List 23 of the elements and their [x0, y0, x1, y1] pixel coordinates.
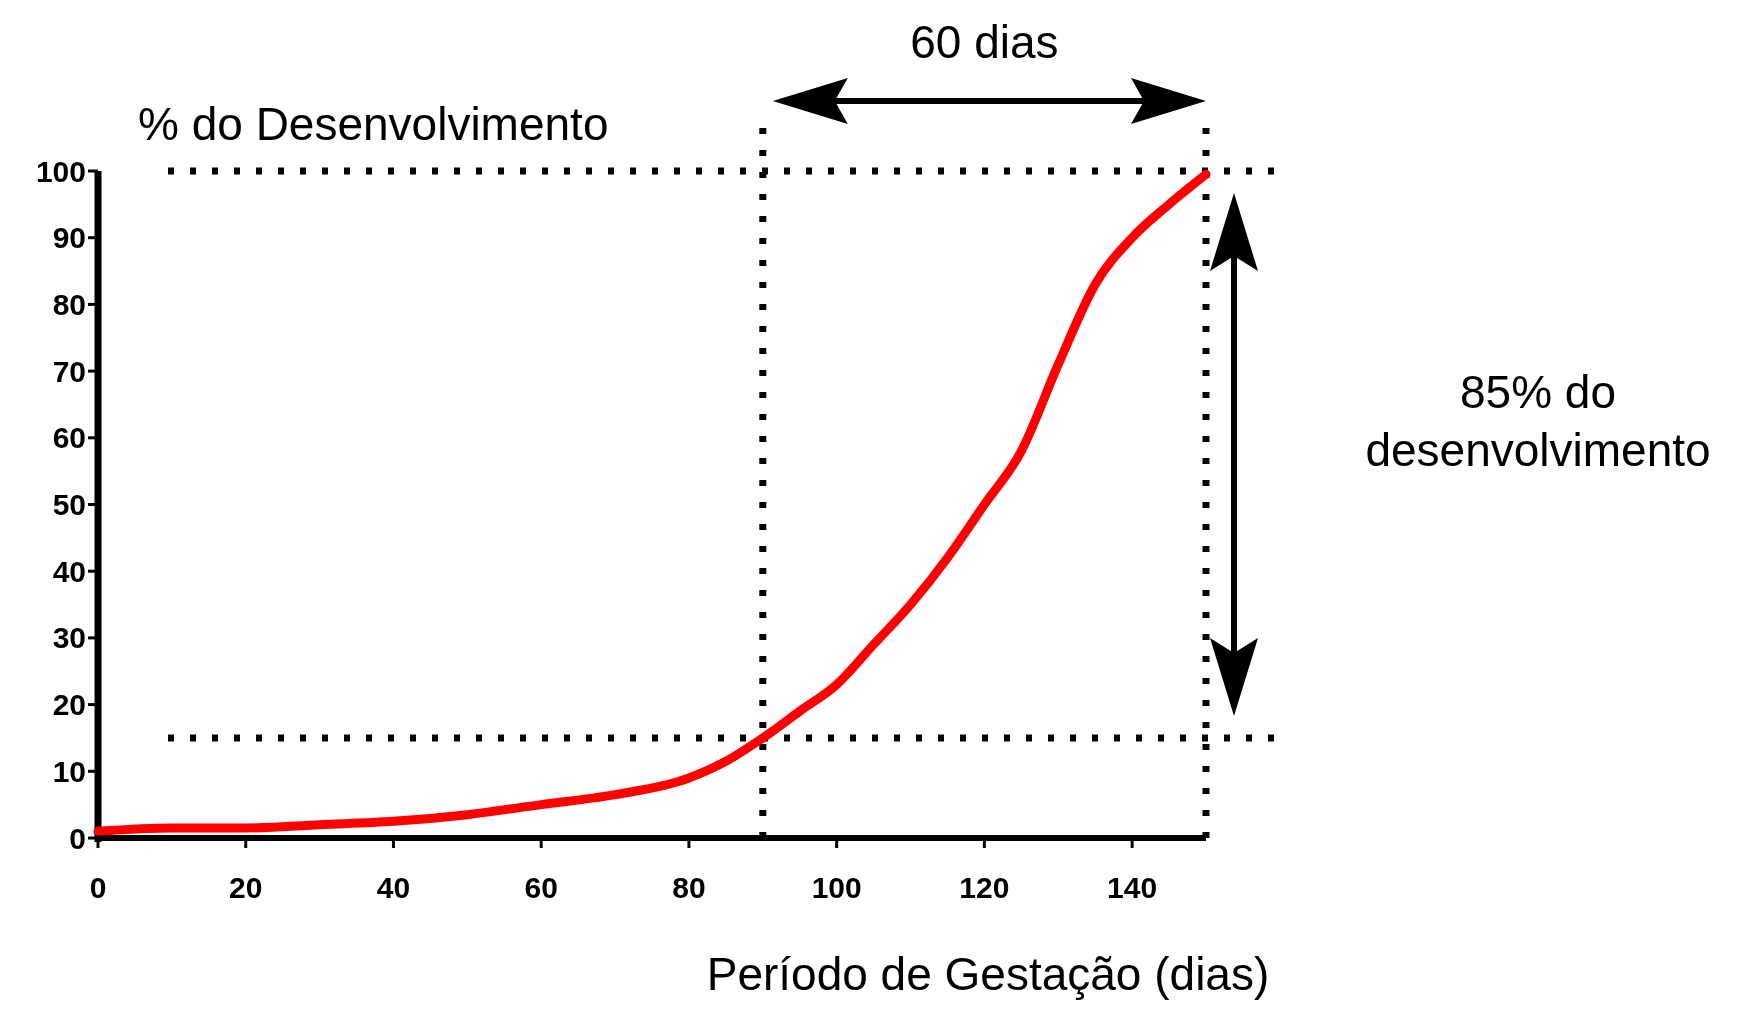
x-tick-label: 60: [524, 871, 558, 904]
x-tick-label: 120: [959, 871, 1010, 904]
text: 60 dias: [910, 16, 1059, 68]
y-tick-label: 100: [35, 154, 86, 188]
x-tick-label: 0: [89, 871, 107, 904]
x-tick-label: 20: [229, 871, 263, 904]
x-axis-title: Período de Gestação (dias): [706, 948, 1270, 1000]
y-tick-label: 30: [52, 621, 86, 655]
y-tick-label: 0: [69, 821, 86, 855]
y-tick-label: 10: [52, 754, 86, 788]
y-tick-label: 80: [52, 287, 86, 321]
x-tick-label: 100: [811, 871, 862, 904]
y-tick-label: 70: [52, 354, 86, 388]
y-tick-label: 90: [52, 221, 86, 255]
x-tick-label: 80: [672, 871, 706, 904]
text: 85% do desenvolvimento: [1365, 366, 1711, 476]
y-tick-label: 60: [52, 421, 86, 455]
y-tick-label: 40: [52, 554, 86, 588]
y-tick-label: 20: [52, 688, 86, 722]
y-axis-title: % do Desenvolvimento: [138, 98, 609, 150]
y-tick-label: 50: [52, 488, 86, 521]
x-tick-label: 140: [1107, 871, 1158, 904]
x-tick-label: 40: [376, 871, 411, 904]
